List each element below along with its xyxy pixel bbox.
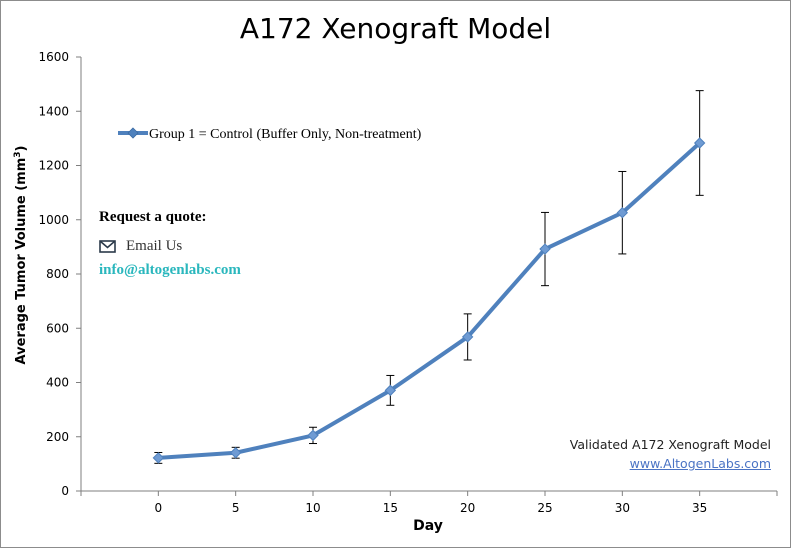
x-tick-label: 20 [460, 501, 475, 515]
y-tick-label: 600 [46, 321, 69, 335]
request-quote-heading: Request a quote: [99, 209, 207, 225]
y-tick-label: 1400 [38, 104, 69, 118]
email-address-link[interactable]: info@altogenlabs.com [99, 262, 241, 278]
x-tick-label: 0 [155, 501, 163, 515]
x-tick-label: 35 [692, 501, 707, 515]
data-point [616, 206, 629, 219]
y-tick-label: 400 [46, 376, 69, 390]
x-tick-label: 10 [305, 501, 320, 515]
data-point [384, 384, 397, 397]
validation-note: Validated A172 Xenograft Model www.Altog… [570, 435, 771, 473]
y-tick-label: 1200 [38, 159, 69, 173]
email-us-label: Email Us [126, 238, 183, 254]
legend-marker [127, 127, 139, 139]
data-point [693, 137, 706, 149]
x-tick-label: 30 [615, 501, 630, 515]
x-axis-label: Day [413, 518, 443, 534]
y-tick-label: 800 [46, 267, 69, 281]
x-tick-label: 15 [383, 501, 398, 515]
y-tick-label: 0 [61, 484, 69, 498]
email-us-link[interactable]: Email Us [99, 238, 182, 255]
data-point [307, 429, 319, 442]
legend: Group 1 = Control (Buffer Only, Non-trea… [118, 127, 422, 142]
y-tick-label: 200 [46, 430, 69, 444]
chart-title: A172 Xenograft Model [239, 12, 552, 45]
series-group [152, 137, 706, 464]
website-link[interactable]: www.AltogenLabs.com [629, 456, 771, 471]
y-tick-label: 1000 [38, 213, 69, 227]
series-line [158, 141, 702, 460]
x-tick-label: 25 [537, 501, 552, 515]
validation-note-title: Validated A172 Xenograft Model [569, 437, 771, 452]
data-point [461, 331, 474, 343]
envelope-icon [99, 240, 116, 253]
legend-label: Group 1 = Control (Buffer Only, Non-trea… [149, 127, 422, 142]
x-tick-label: 5 [232, 501, 240, 515]
data-point [152, 452, 165, 464]
chart-axes: 0 200 400 600 800 1000 1200 1400 1600 0 5 10 15 20 25 3… [38, 50, 778, 515]
data-point [539, 243, 551, 255]
data-point [229, 447, 242, 459]
y-tick-label: 1600 [38, 50, 69, 64]
